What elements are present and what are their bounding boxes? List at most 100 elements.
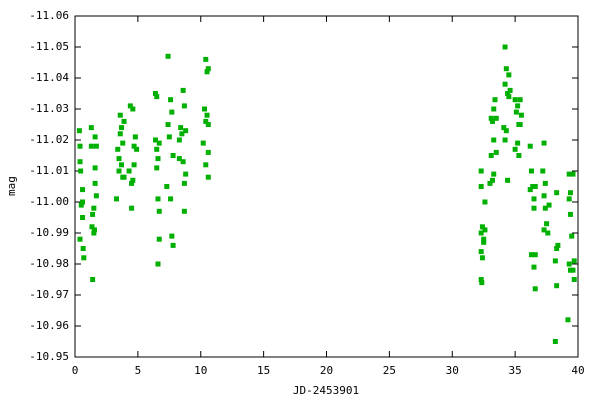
point [165,122,171,127]
point [131,143,137,149]
point [528,252,534,258]
point [93,193,99,199]
point [168,97,174,103]
point [527,143,533,149]
point [532,252,538,258]
point [478,249,484,255]
point [77,159,83,165]
x-tick-label: 10 [194,364,207,377]
point [542,180,548,186]
point [203,162,209,168]
point [571,277,577,282]
y-tick-label: -10.97 [29,288,69,301]
point [205,174,211,180]
point [544,221,550,227]
point [491,106,497,112]
point [180,87,186,93]
point [478,184,484,189]
point [542,205,548,211]
x-tick-label: 5 [135,364,142,377]
point [90,211,96,217]
point [90,277,96,282]
point [155,156,161,162]
point [503,66,509,72]
point [119,125,125,131]
point [528,168,534,174]
point [115,146,121,152]
point [513,109,519,115]
point [200,140,206,146]
point [502,81,508,87]
point [130,177,136,183]
point [482,227,488,233]
point [571,258,577,264]
point [518,112,524,118]
point [481,239,487,245]
point [569,233,575,239]
x-tick-label: 40 [571,364,584,377]
point [478,168,484,174]
point [506,72,512,78]
point [482,199,488,205]
point [203,118,209,124]
point [552,339,558,344]
point [92,134,98,140]
point [154,165,160,171]
x-tick-label: 30 [446,364,459,377]
point [78,202,84,208]
point [92,165,98,171]
y-tick-label: -11.00 [29,195,69,208]
point [127,103,133,109]
point [169,233,175,239]
point [181,180,187,186]
point [91,227,97,233]
point [512,97,518,103]
point [120,140,126,146]
point [491,137,497,143]
point [488,153,494,158]
point [531,196,537,202]
point [515,140,521,146]
point [155,196,161,202]
point [132,134,138,140]
point [554,246,560,251]
point [205,66,211,72]
point [80,215,86,220]
point [478,277,484,282]
point [204,112,210,118]
point [492,97,498,103]
point [80,187,86,193]
point [181,103,187,109]
point [121,174,127,180]
point [116,156,122,162]
point [554,283,560,289]
y-tick-label: -10.98 [29,257,69,270]
point [507,87,513,93]
point [502,137,508,143]
point [479,280,485,286]
point [166,134,172,140]
point [117,112,123,118]
point [165,53,171,59]
x-axis-label: JD-2453901 [293,384,359,397]
y-tick-label: -11.04 [29,71,69,84]
point [88,125,94,131]
point [80,246,86,251]
point [170,153,176,158]
point [169,109,175,115]
point [179,131,185,137]
point [113,196,119,202]
y-tick-label: -11.03 [29,102,69,115]
point [527,187,533,193]
x-tick-label: 25 [383,364,396,377]
point [489,177,495,183]
y-axis-label: mag [5,176,18,196]
point [515,103,521,109]
point [517,97,523,103]
point [156,236,162,242]
point [116,168,122,174]
point [567,211,573,217]
point [481,236,487,242]
point [129,205,135,211]
